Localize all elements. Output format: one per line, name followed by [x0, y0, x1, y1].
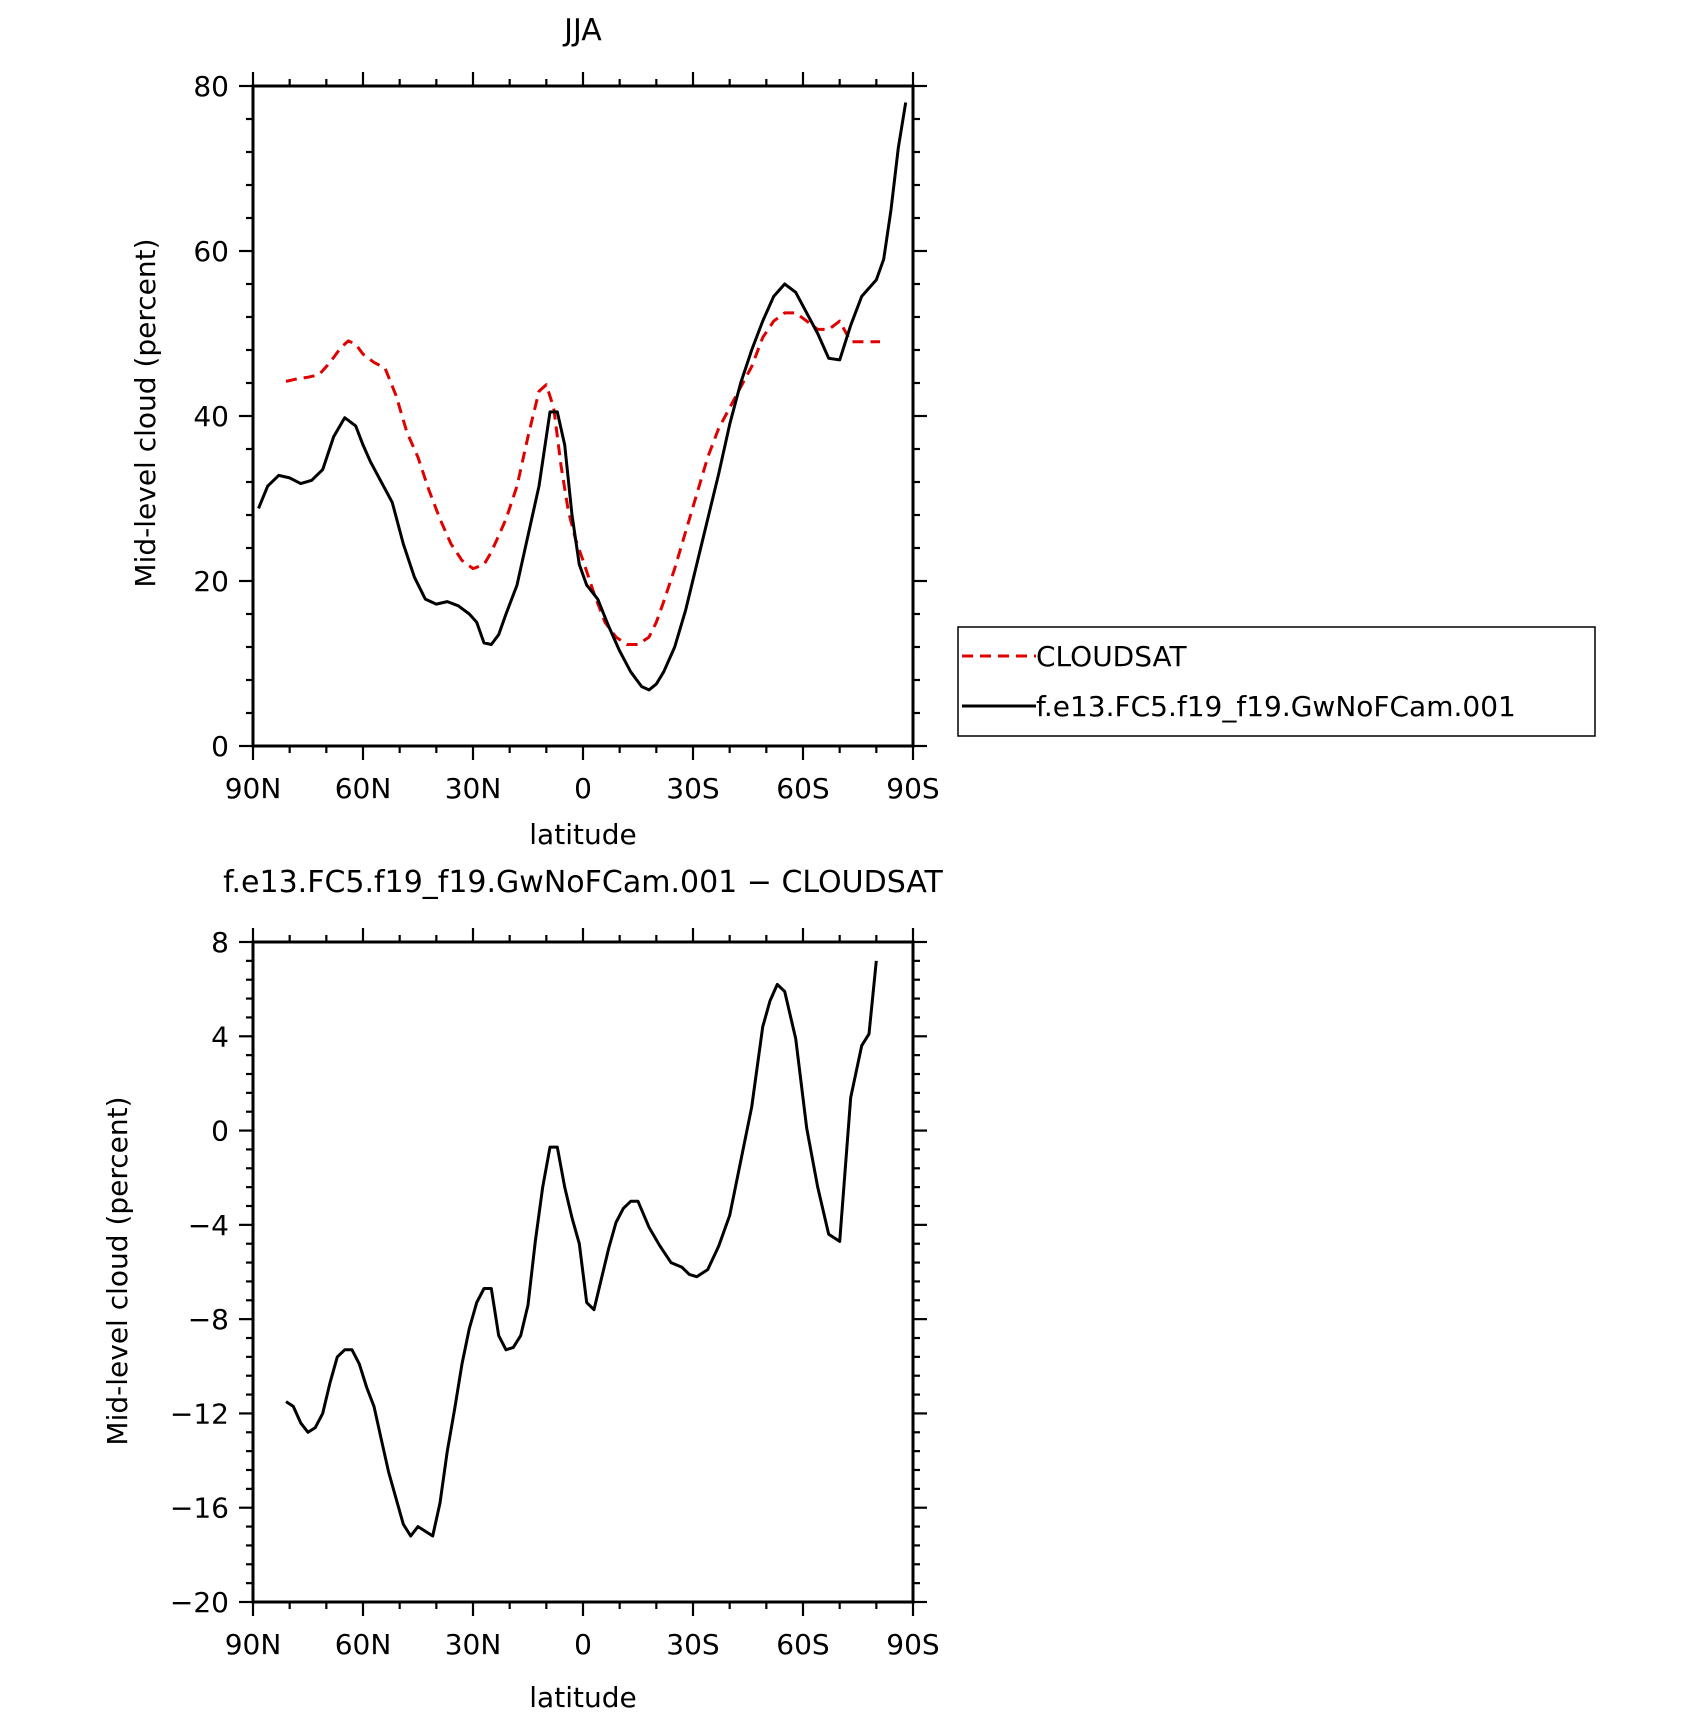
bottom-x-axis-label: latitude — [529, 1681, 636, 1714]
x-tick-label: 0 — [574, 772, 592, 805]
top-series-lines — [257, 102, 908, 692]
top-chart-title: JJA — [562, 13, 602, 48]
legend: CLOUDSAT f.e13.FC5.f19_f19.GwNoFCam.001 — [957, 626, 1596, 737]
top-x-tick-labels: 90N 60N 30N 0 30S 60S 90S — [225, 772, 940, 805]
y-tick-label: −20 — [170, 1586, 229, 1619]
x-tick-label: 30N — [445, 1628, 502, 1661]
x-tick-label: 60S — [776, 772, 829, 805]
x-tick-label: 90N — [225, 772, 282, 805]
y-tick-label: −4 — [188, 1209, 229, 1242]
x-tick-label: 90S — [886, 1628, 939, 1661]
y-tick-label: 60 — [193, 235, 229, 268]
bottom-plot-frame — [251, 940, 915, 1604]
bottom-x-tick-labels: 90N 60N 30N 0 30S 60S 90S — [225, 1628, 940, 1661]
x-tick-label: 30S — [666, 772, 719, 805]
difference-series-line — [285, 960, 878, 1538]
y-tick-label: 0 — [211, 1115, 229, 1148]
top-panel: JJA 90N 60N 30N 0 30S 60S 90S 0 20 40 60 80 latitu… — [129, 13, 940, 851]
top-y-tick-labels: 0 20 40 60 80 — [193, 70, 229, 763]
y-tick-label: 80 — [193, 70, 229, 103]
y-tick-label: −16 — [170, 1492, 229, 1525]
y-tick-label: −12 — [170, 1397, 229, 1430]
x-tick-label: 30N — [445, 772, 502, 805]
y-tick-label: 0 — [211, 730, 229, 763]
bottom-chart-title: f.e13.FC5.f19_f19.GwNoFCam.001 − CLOUDSA… — [223, 865, 943, 900]
x-tick-label: 0 — [574, 1628, 592, 1661]
y-tick-label: 4 — [211, 1020, 229, 1053]
x-tick-label: 30S — [666, 1628, 719, 1661]
model-series-line — [257, 102, 908, 692]
bottom-panel: f.e13.FC5.f19_f19.GwNoFCam.001 − CLOUDSA… — [101, 865, 944, 1714]
bottom-series-lines — [285, 960, 878, 1538]
cloudsat-series-line — [285, 311, 880, 646]
bottom-y-tick-labels: −20 −16 −12 −8 −4 0 4 8 — [170, 926, 229, 1619]
y-tick-label: 20 — [193, 565, 229, 598]
y-tick-label: 40 — [193, 400, 229, 433]
top-y-axis-label: Mid-level cloud (percent) — [129, 238, 162, 587]
x-tick-label: 60N — [335, 1628, 392, 1661]
top-ticks — [239, 72, 927, 760]
y-tick-label: −8 — [188, 1303, 229, 1336]
top-x-axis-label: latitude — [529, 818, 636, 851]
y-tick-label: 8 — [211, 926, 229, 959]
x-tick-label: 60S — [776, 1628, 829, 1661]
legend-model-label: f.e13.FC5.f19_f19.GwNoFCam.001 — [1036, 690, 1516, 723]
x-tick-label: 90S — [886, 772, 939, 805]
x-tick-label: 90N — [225, 1628, 282, 1661]
legend-box — [957, 626, 1596, 737]
top-plot-frame — [251, 84, 915, 748]
legend-cloudsat-label: CLOUDSAT — [1036, 640, 1188, 673]
x-tick-label: 60N — [335, 772, 392, 805]
bottom-y-axis-label: Mid-level cloud (percent) — [101, 1096, 134, 1445]
